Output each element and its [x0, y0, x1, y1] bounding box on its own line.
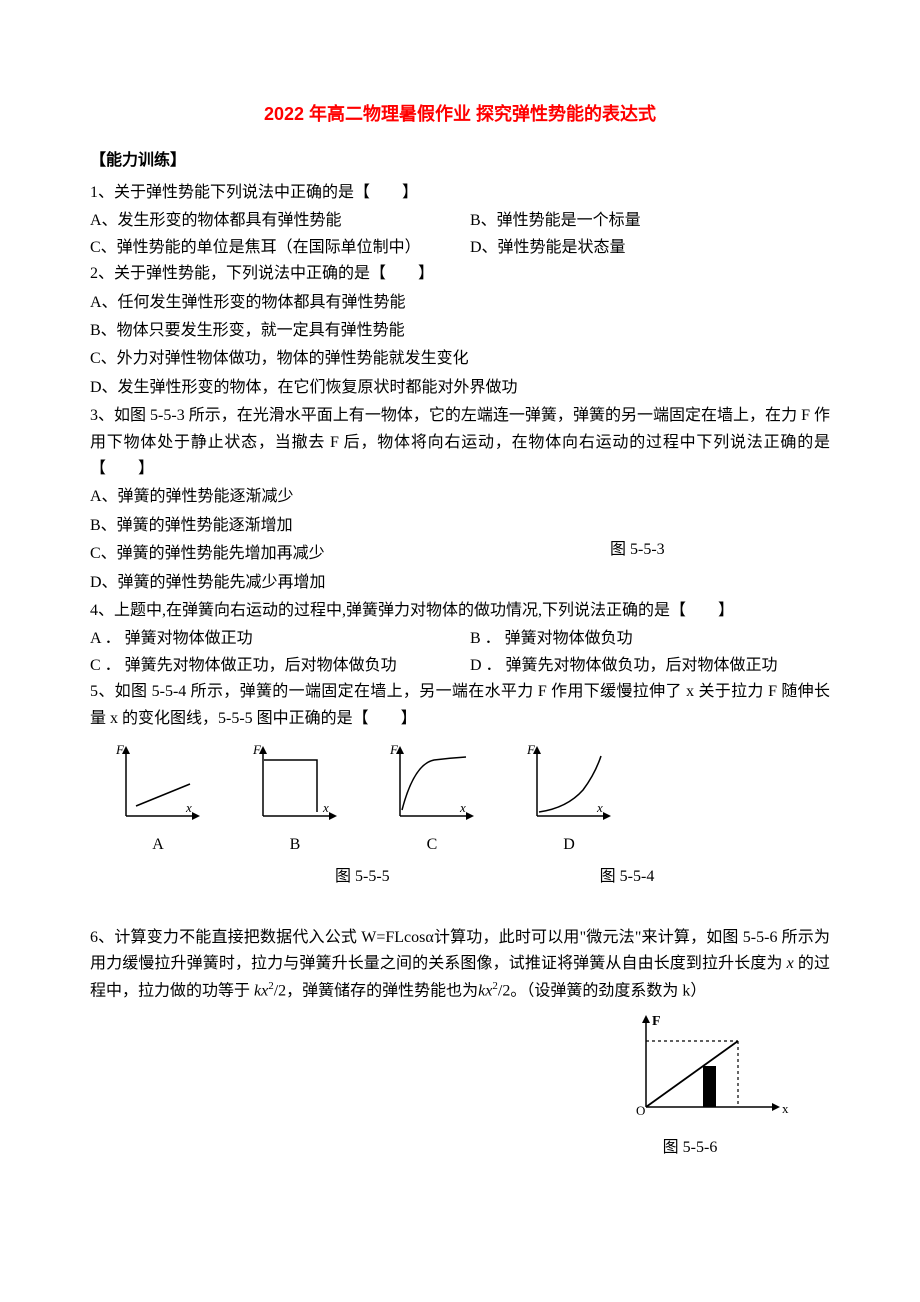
q1-opt-b: B、弹性势能是一个标量 — [470, 208, 641, 234]
q5-chart-a: F x A — [112, 742, 204, 858]
q4-opts-row1: A ． 弹簧对物体做正功 B ． 弹簧对物体做负功 — [90, 626, 830, 652]
q1-opt-c: C、弹性势能的单位是焦耳（在国际单位制中） — [90, 235, 470, 261]
axis-x-label: x — [459, 800, 466, 815]
q3-opt-b: B、弹簧的弹性势能逐渐增加 — [90, 513, 830, 539]
q4-opt-b: B ． 弹簧对物体做负功 — [470, 626, 633, 652]
q6-stem-mid2: /2，弹簧储存的弹性势能也为 — [274, 983, 478, 1000]
axis-x-label: x — [185, 800, 192, 815]
q5-chart-c: F x C — [386, 742, 478, 858]
q3-opt-c-row: C、弹簧的弹性势能先增加再减少 图 5-5-3 — [90, 541, 830, 567]
q5-chart-b: F x B — [249, 742, 341, 858]
q4-opt-a: A ． 弹簧对物体做正功 — [90, 626, 470, 652]
q4-opt-d: D ． 弹簧先对物体做负功，后对物体做正功 — [470, 653, 778, 679]
fig-ref-553: 图 5-5-3 — [610, 537, 665, 563]
axis-y-label: F — [252, 742, 262, 757]
q5-chart-b-label: B — [290, 832, 301, 858]
q6-kx2-b: kx — [478, 983, 492, 1000]
origin-label: O — [636, 1103, 645, 1118]
axis-y-label: F — [526, 742, 536, 757]
q2-opt-c: C、外力对弹性物体做功，物体的弹性势能就发生变化 — [90, 346, 830, 372]
q6-kx2-a: kx — [254, 983, 268, 1000]
fig-caption-556: 图 5-5-6 — [663, 1135, 718, 1161]
q3-opt-d: D、弹簧的弹性势能先减少再增加 — [90, 570, 830, 596]
axis-y-label: F — [389, 742, 399, 757]
q1-opt-d: D、弹性势能是状态量 — [470, 235, 626, 261]
q2-stem: 2、关于弹性势能，下列说法中正确的是【 】 — [90, 261, 830, 287]
q1-stem: 1、关于弹性势能下列说法中正确的是【 】 — [90, 180, 830, 206]
page-title: 2022 年高二物理暑假作业 探究弹性势能的表达式 — [90, 100, 830, 130]
q5-chart-c-label: C — [427, 832, 438, 858]
q1-opts-row1: A、发生形变的物体都具有弹性势能 B、弹性势能是一个标量 — [90, 208, 830, 234]
q3-stem: 3、如图 5-5-3 所示，在光滑水平面上有一物体，它的左端连一弹簧，弹簧的另一… — [90, 403, 830, 482]
q6-graph: F O x 图 5-5-6 — [590, 1013, 790, 1161]
section-header: 【能力训练】 — [90, 148, 830, 174]
fig-caption-555: 图 5-5-5 — [335, 864, 390, 890]
q2-opt-b: B、物体只要发生形变，就一定具有弹性势能 — [90, 318, 830, 344]
q5-chart-a-label: A — [152, 832, 164, 858]
q4-opts-row2: C ． 弹簧先对物体做正功，后对物体做负功 D ． 弹簧先对物体做负功，后对物体… — [90, 653, 830, 679]
q5-fig-captions: 图 5-5-5 图 5-5-4 — [90, 864, 830, 890]
q2-opt-d: D、发生弹性形变的物体，在它们恢复原状时都能对外界做功 — [90, 375, 830, 401]
q5-charts: F x A F x B F x — [112, 742, 830, 858]
q6-stem: 6、计算变力不能直接把数据代入公式 W=FLcosα计算功，此时可以用"微元法"… — [90, 925, 830, 1006]
q6-stem-post: /2。（设弹簧的劲度系数为 k） — [498, 983, 706, 1000]
axis-x-label: x — [322, 800, 329, 815]
fig-caption-554: 图 5-5-4 — [600, 864, 655, 890]
axis-y-label: F — [652, 1014, 661, 1029]
q2-opt-a: A、任何发生弹性形变的物体都具有弹性势能 — [90, 290, 830, 316]
q5-chart-d: F x D — [523, 742, 615, 858]
q1-opts-row2: C、弹性势能的单位是焦耳（在国际单位制中） D、弹性势能是状态量 — [90, 235, 830, 261]
q4-stem: 4、上题中,在弹簧向右运动的过程中,弹簧弹力对物体的做功情况,下列说法正确的是【… — [90, 598, 830, 624]
q1-opt-a: A、发生形变的物体都具有弹性势能 — [90, 208, 470, 234]
q6-x1: x — [787, 955, 794, 972]
q5-stem: 5、如图 5-5-4 所示，弹簧的一端固定在墙上，另一端在水平力 F 作用下缓慢… — [90, 679, 830, 732]
axis-y-label: F — [115, 742, 125, 757]
q5-chart-d-label: D — [563, 832, 575, 858]
q6-stem-pre: 6、计算变力不能直接把数据代入公式 W=FLcosα计算功，此时可以用"微元法"… — [90, 929, 830, 972]
q3-opt-c: C、弹簧的弹性势能先增加再减少 — [90, 545, 325, 562]
q4-opt-c: C ． 弹簧先对物体做正功，后对物体做负功 — [90, 653, 470, 679]
axis-x-label: x — [596, 800, 603, 815]
axis-x-label: x — [782, 1101, 789, 1116]
q3-opt-a: A、弹簧的弹性势能逐渐减少 — [90, 484, 830, 510]
